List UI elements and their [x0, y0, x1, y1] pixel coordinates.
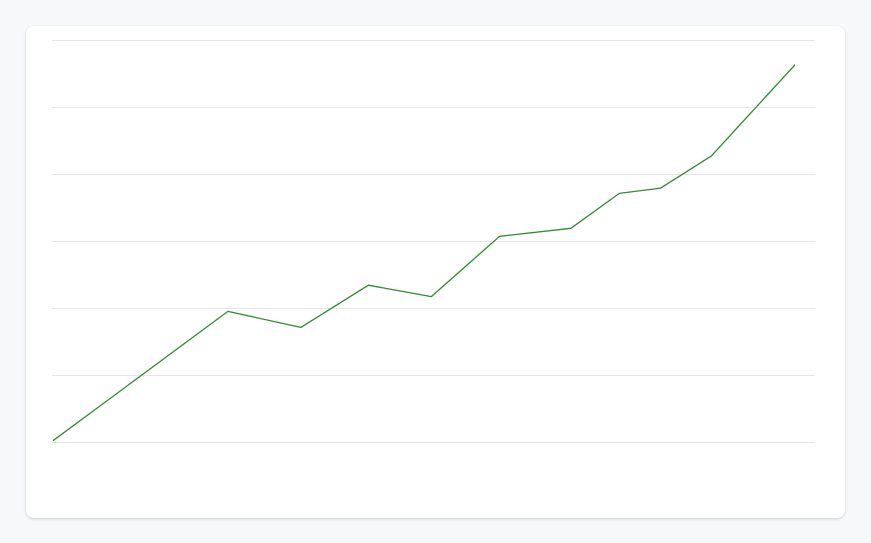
series-layer	[52, 64, 796, 442]
series-line-0	[52, 64, 796, 442]
gridlines	[52, 40, 815, 443]
line-chart	[52, 40, 815, 443]
chart-card	[26, 26, 845, 518]
